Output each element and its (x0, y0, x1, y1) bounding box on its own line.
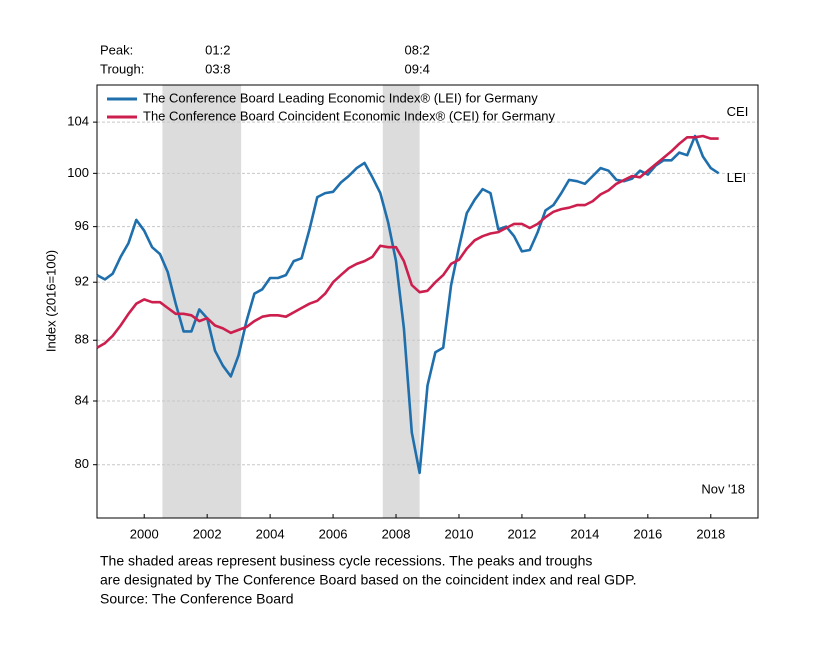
legend-label: The Conference Board Leading Economic In… (143, 90, 538, 105)
y-tick-label: 100 (67, 165, 89, 180)
y-tick-label: 88 (75, 332, 89, 347)
y-tick-label: 92 (75, 274, 89, 289)
x-tick-label: 2002 (193, 526, 222, 541)
x-tick-label: 2000 (130, 526, 159, 541)
footnote: Source: The Conference Board (100, 591, 294, 607)
y-tick-label: 84 (75, 392, 89, 407)
y-axis-label: Index (2016=100) (43, 250, 58, 352)
x-tick-label: 2018 (696, 526, 725, 541)
footnote: The shaded areas represent business cycl… (100, 553, 592, 569)
series-line (96, 134, 719, 349)
series-end-label: CEI (727, 104, 749, 119)
x-tick-label: 2012 (507, 526, 536, 541)
footnote: are designated by The Conference Board b… (100, 572, 637, 588)
series-line (96, 134, 720, 475)
peak-date: 01:2 (205, 42, 230, 57)
y-tick-label: 96 (75, 218, 89, 233)
series-end-label: LEI (727, 170, 747, 185)
plot-frame (96, 84, 759, 519)
peak-date: 08:2 (405, 42, 430, 57)
x-tick-label: 2010 (445, 526, 474, 541)
peak-label: Peak: (100, 42, 133, 57)
x-tick-label: 2016 (633, 526, 662, 541)
trough-date: 03:8 (205, 61, 230, 76)
trough-label: Trough: (100, 61, 144, 76)
trough-date: 09:4 (405, 61, 430, 76)
legend-label: The Conference Board Coincident Economic… (143, 108, 556, 123)
y-tick-label: 104 (67, 114, 89, 129)
date-note: Nov '18 (701, 481, 745, 496)
x-tick-label: 2006 (319, 526, 348, 541)
x-tick-label: 2008 (382, 526, 411, 541)
y-tick-label: 80 (75, 456, 89, 471)
x-tick-label: 2004 (256, 526, 285, 541)
x-tick-label: 2014 (570, 526, 599, 541)
